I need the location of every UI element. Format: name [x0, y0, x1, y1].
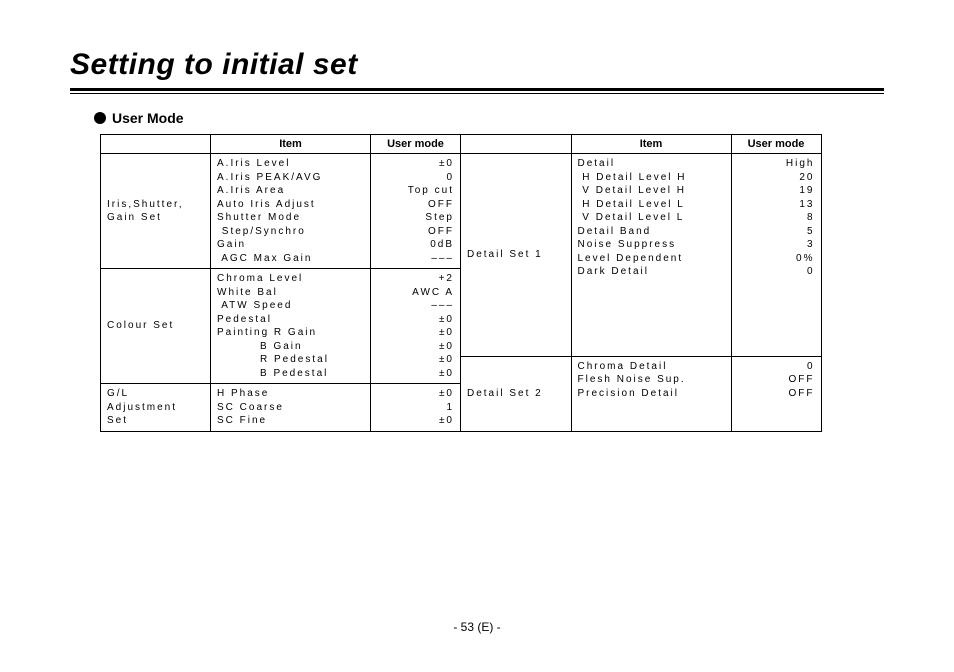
bullet-icon	[94, 112, 106, 124]
values-cell: ±0 1 ±0	[371, 384, 461, 432]
values-cell: +2 AWC A ––– ±0 ±0 ±0 ±0 ±0	[371, 269, 461, 384]
table-row: Detail Set 1 Detail H Detail Level H V D…	[461, 154, 821, 357]
category-cell: Iris,Shutter, Gain Set	[101, 154, 211, 269]
values-cell: 0 OFF OFF	[731, 356, 821, 431]
table-row: Colour Set Chroma Level White Bal ATW Sp…	[101, 269, 461, 384]
category-cell: Detail Set 2	[461, 356, 571, 431]
table-header-item: Item	[571, 135, 731, 154]
items-cell: Detail H Detail Level H V Detail Level H…	[571, 154, 731, 357]
values-cell: ±0 0 Top cut OFF Step OFF 0dB –––	[371, 154, 461, 269]
table-header-usermode: User mode	[731, 135, 821, 154]
table-header-usermode: User mode	[371, 135, 461, 154]
section-heading-text: User Mode	[112, 110, 184, 126]
items-cell: Chroma Level White Bal ATW Speed Pedesta…	[211, 269, 371, 384]
items-cell: Chroma Detail Flesh Noise Sup. Precision…	[571, 356, 731, 431]
category-cell: Colour Set	[101, 269, 211, 384]
tables-container: Item User mode Iris,Shutter, Gain Set A.…	[100, 134, 884, 432]
page-title: Setting to initial set	[70, 48, 884, 82]
table-header-item: Item	[211, 135, 371, 154]
table-row: Iris,Shutter, Gain Set A.Iris Level A.Ir…	[101, 154, 461, 269]
table-row: G/L Adjustment Set H Phase SC Coarse SC …	[101, 384, 461, 432]
settings-table-right: Item User mode Detail Set 1 Detail H Det…	[461, 134, 822, 432]
table-header-blank	[461, 135, 571, 154]
settings-table-left: Item User mode Iris,Shutter, Gain Set A.…	[100, 134, 461, 432]
category-cell: Detail Set 1	[461, 154, 571, 357]
values-cell: High 20 19 13 8 5 3 0% 0	[731, 154, 821, 357]
section-heading: User Mode	[94, 110, 884, 126]
category-cell: G/L Adjustment Set	[101, 384, 211, 432]
items-cell: A.Iris Level A.Iris PEAK/AVG A.Iris Area…	[211, 154, 371, 269]
page-footer: - 53 (E) -	[0, 620, 954, 634]
table-header-blank	[101, 135, 211, 154]
rule-thick	[70, 88, 884, 91]
items-cell: H Phase SC Coarse SC Fine	[211, 384, 371, 432]
rule-thin	[70, 93, 884, 94]
table-row: Detail Set 2 Chroma Detail Flesh Noise S…	[461, 356, 821, 431]
